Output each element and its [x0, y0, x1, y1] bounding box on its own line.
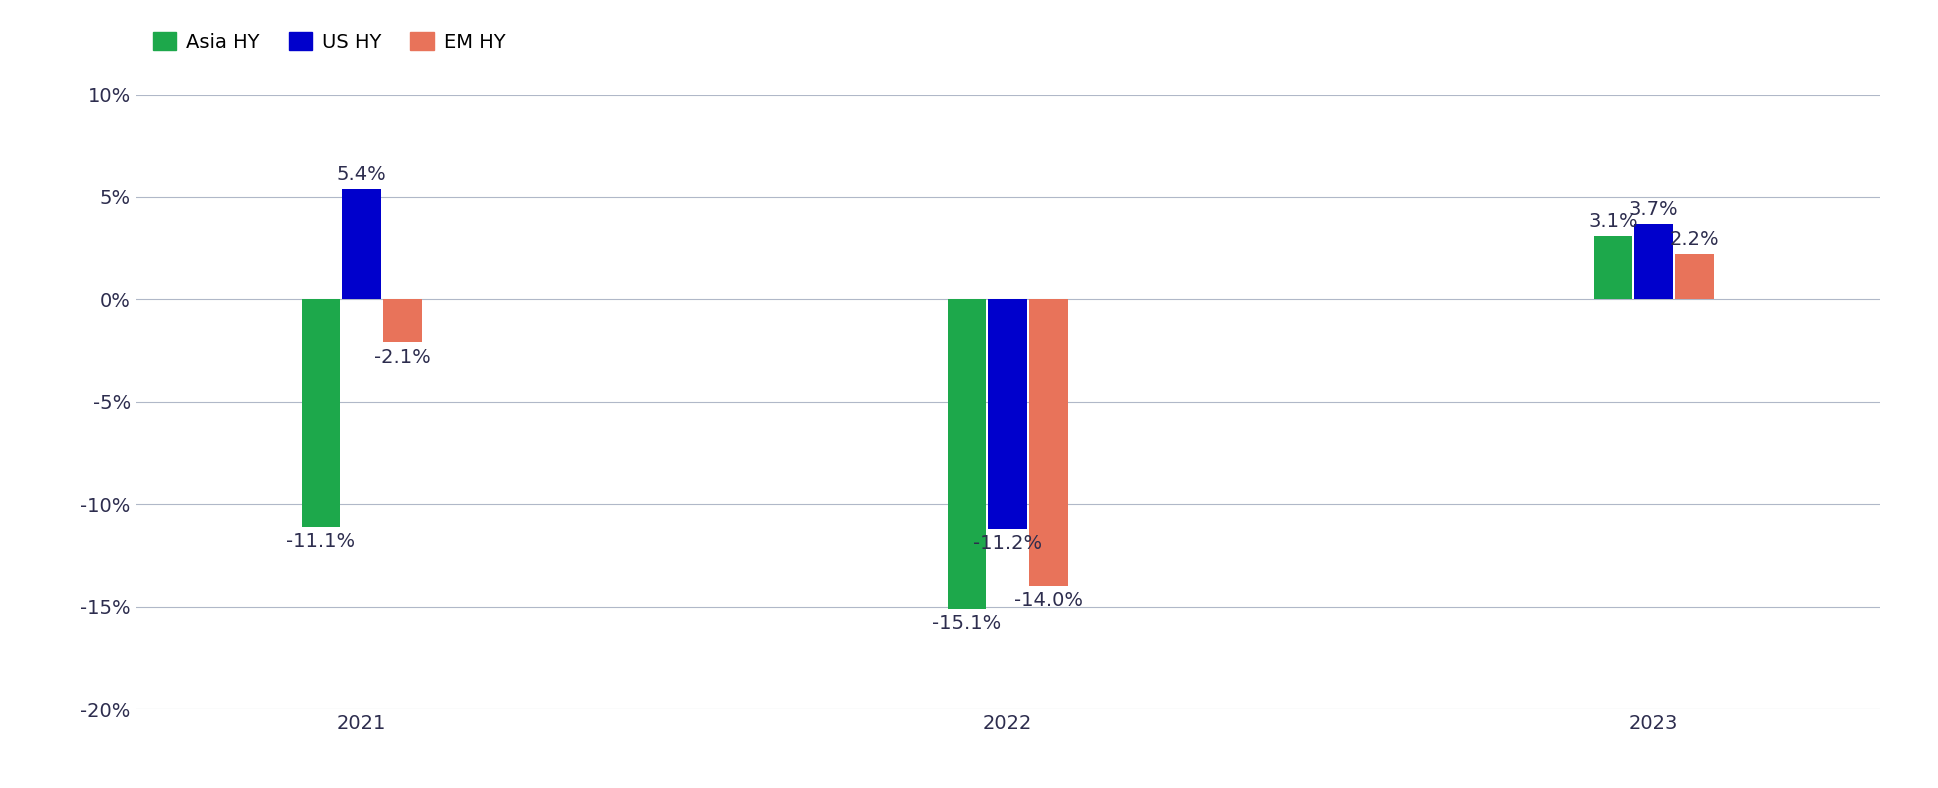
Text: -11.1%: -11.1%: [287, 532, 357, 551]
Bar: [302, 299, 341, 527]
Text: -2.1%: -2.1%: [374, 348, 430, 366]
Legend: Asia HY, US HY, EM HY: Asia HY, US HY, EM HY: [145, 24, 514, 59]
Bar: [343, 189, 382, 299]
Bar: [1634, 224, 1672, 299]
Bar: [1029, 299, 1068, 586]
Text: -11.2%: -11.2%: [973, 534, 1043, 553]
Text: -14.0%: -14.0%: [1014, 591, 1083, 611]
Bar: [948, 299, 986, 609]
Text: 3.1%: 3.1%: [1589, 212, 1638, 231]
Bar: [1674, 255, 1713, 299]
Text: 2.2%: 2.2%: [1671, 230, 1719, 249]
Bar: [384, 299, 422, 343]
Bar: [988, 299, 1027, 529]
Text: 5.4%: 5.4%: [337, 165, 388, 184]
Bar: [1593, 236, 1632, 299]
Text: -15.1%: -15.1%: [932, 614, 1002, 633]
Text: 3.7%: 3.7%: [1630, 199, 1678, 218]
